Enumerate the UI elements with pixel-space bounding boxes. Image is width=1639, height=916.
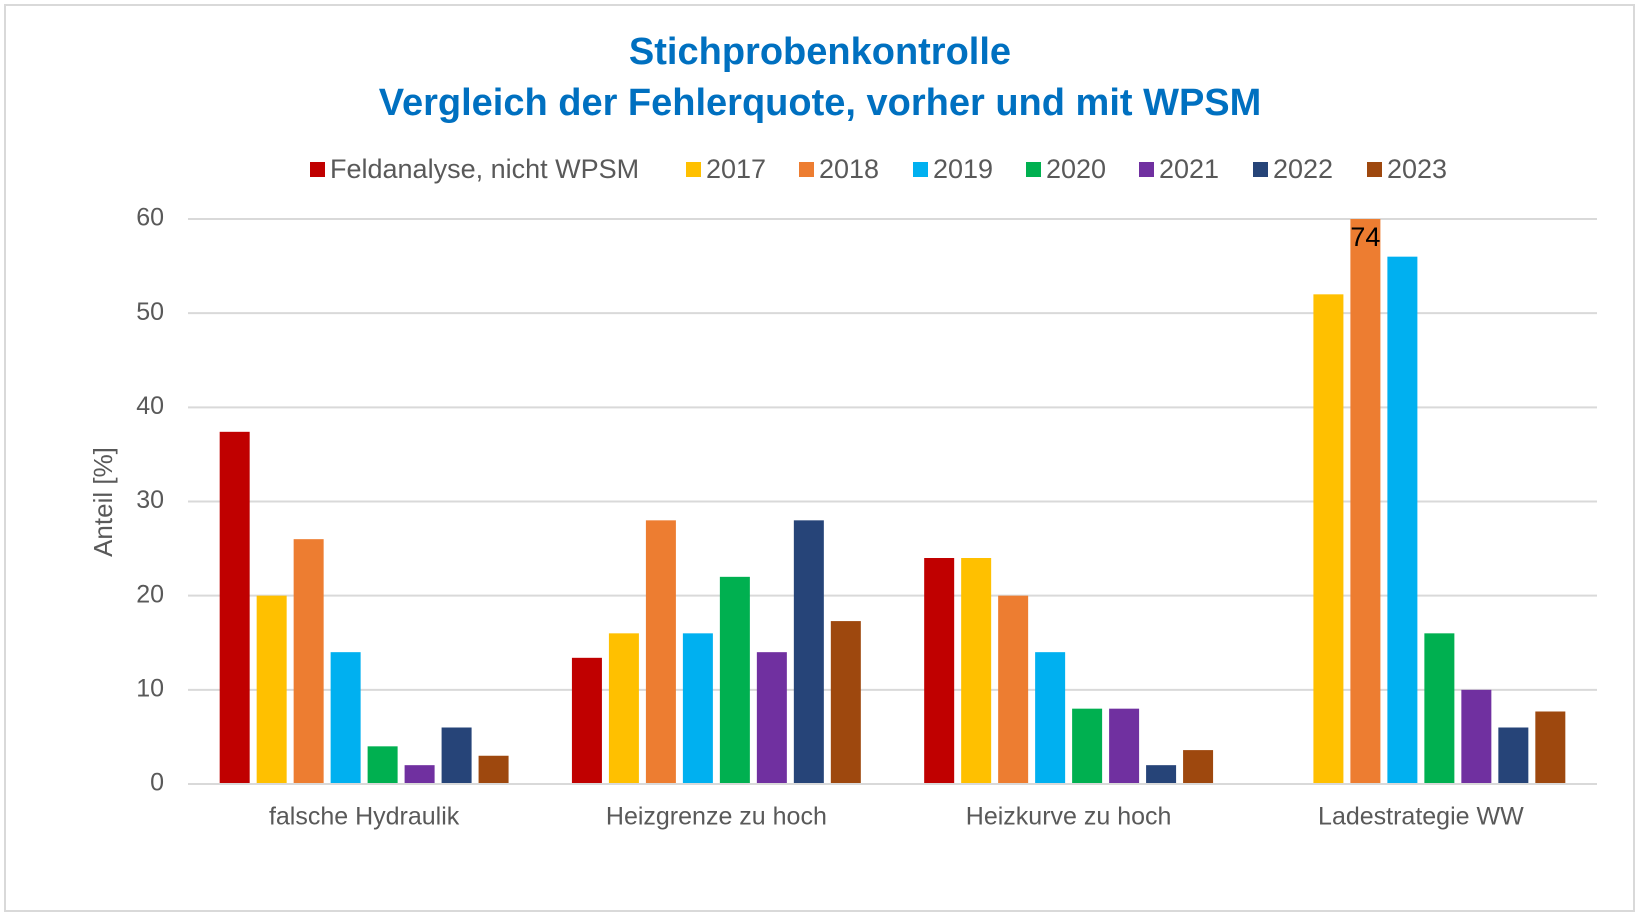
legend-label: Feldanalyse, nicht WPSM xyxy=(330,154,639,184)
bar xyxy=(608,633,639,784)
y-tick-label: 50 xyxy=(136,298,164,326)
legend-swatch xyxy=(1026,162,1041,177)
bar xyxy=(1535,711,1566,784)
legend-swatch xyxy=(1139,162,1154,177)
legend-label: 2020 xyxy=(1046,154,1106,184)
bar xyxy=(793,520,824,784)
bar xyxy=(924,558,955,784)
bar xyxy=(756,652,787,784)
bar xyxy=(1035,652,1066,784)
bar xyxy=(645,520,676,784)
x-tick-label: falsche Hydraulik xyxy=(269,803,460,831)
legend-label: 2023 xyxy=(1387,154,1447,184)
legend-swatch xyxy=(799,162,814,177)
y-tick-label: 0 xyxy=(150,769,164,797)
legend-swatch xyxy=(310,162,325,177)
legend-swatch xyxy=(686,162,701,177)
legend-label: 2019 xyxy=(933,154,993,184)
bar xyxy=(1498,727,1529,784)
bar xyxy=(478,755,509,784)
legend-label: 2022 xyxy=(1273,154,1333,184)
bar xyxy=(1350,219,1381,784)
legend-label: 2021 xyxy=(1159,154,1219,184)
plot-area xyxy=(219,219,1566,785)
y-tick-label: 10 xyxy=(136,674,164,702)
chart-subtitle: Vergleich der Fehlerquote, vorher und mi… xyxy=(379,82,1262,124)
bar xyxy=(219,431,250,784)
bar xyxy=(330,652,361,784)
chart-title: Stichprobenkontrolle xyxy=(629,31,1011,73)
bar xyxy=(682,633,713,784)
bar xyxy=(830,621,861,784)
bar xyxy=(998,595,1029,784)
bar xyxy=(293,539,324,784)
legend-swatch xyxy=(913,162,928,177)
legend-swatch xyxy=(1253,162,1268,177)
y-tick-label: 20 xyxy=(136,580,164,608)
y-tick-label: 40 xyxy=(136,392,164,420)
bar xyxy=(1183,750,1214,784)
bar xyxy=(1146,765,1177,784)
bar xyxy=(1461,689,1492,784)
x-tick-label: Heizgrenze zu hoch xyxy=(606,803,827,831)
y-tick-label: 60 xyxy=(136,204,164,232)
x-tick-label: Ladestrategie WW xyxy=(1318,803,1524,831)
bar xyxy=(1313,294,1344,784)
bar xyxy=(404,765,435,784)
bar xyxy=(1387,256,1418,785)
bar xyxy=(256,595,287,784)
bar xyxy=(367,746,398,784)
bar xyxy=(1072,708,1103,784)
legend-label: 2018 xyxy=(819,154,879,184)
bar xyxy=(961,558,992,784)
legend-swatch xyxy=(1367,162,1382,177)
bar xyxy=(571,657,602,784)
legend-label: 2017 xyxy=(706,154,766,184)
y-axis-label: Anteil [%] xyxy=(88,447,118,557)
x-tick-label: Heizkurve zu hoch xyxy=(966,803,1172,831)
bar xyxy=(719,576,750,784)
bar xyxy=(1424,633,1455,784)
bar xyxy=(1109,708,1140,784)
data-label: 74 xyxy=(1350,222,1380,252)
bar xyxy=(441,727,472,784)
y-tick-label: 30 xyxy=(136,486,164,514)
